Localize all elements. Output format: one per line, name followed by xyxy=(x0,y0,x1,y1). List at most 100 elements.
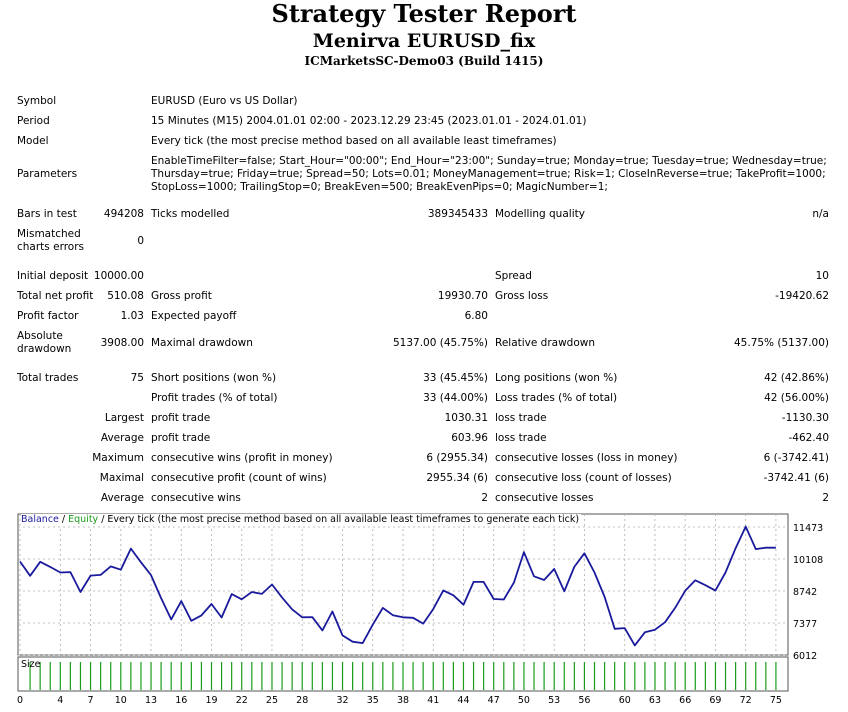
profit-factor-label: Profit factor xyxy=(17,310,79,322)
y-tick-label: 10108 xyxy=(793,555,823,566)
quality-value: n/a xyxy=(812,208,829,220)
largest-profit-value: 1030.31 xyxy=(444,412,488,424)
x-tick-label: 60 xyxy=(619,695,631,706)
profit-factor-value: 1.03 xyxy=(120,310,144,322)
profit-trades-label: Profit trades (% of total) xyxy=(151,392,278,404)
parameters-line-3: StopLoss=1000; TrailingStop=0; BreakEven… xyxy=(151,181,608,193)
max-cons-wins-value: 6 (2955.34) xyxy=(426,452,488,464)
model-label: Model xyxy=(17,135,49,147)
ticks-value: 389345433 xyxy=(427,208,488,220)
profit-trades-value: 33 (44.00%) xyxy=(423,392,488,404)
abs-drawdown-label-2: drawdown xyxy=(17,343,72,355)
total-trades-value: 75 xyxy=(130,372,144,384)
symbol-label: Symbol xyxy=(17,95,57,107)
max-drawdown-value: 5137.00 (45.75%) xyxy=(393,337,488,349)
loss-trades-label: Loss trades (% of total) xyxy=(495,392,618,404)
max-cons-losses-value: 6 (-3742.41) xyxy=(763,452,829,464)
size-frame xyxy=(17,656,789,692)
chart-legend: Balance / Equity / Every tick (the most … xyxy=(21,514,582,526)
report-server: ICMarketsSC-Demo03 (Build 1415) xyxy=(304,54,544,68)
bars-value: 494208 xyxy=(103,208,144,220)
x-tick-label: 13 xyxy=(145,695,157,706)
max-drawdown-label: Maximal drawdown xyxy=(151,337,253,349)
symbol-value: EURUSD (Euro vs US Dollar) xyxy=(151,95,298,107)
total-trades-label: Total trades xyxy=(17,372,79,384)
mismatched-label-1: Mismatched xyxy=(17,228,81,240)
chart-frame xyxy=(17,513,789,656)
bars-label: Bars in test xyxy=(17,208,77,220)
maximal-cons-profit-value: 2955.34 (6) xyxy=(426,472,488,484)
balance-line xyxy=(19,525,776,647)
x-tick-label: 35 xyxy=(367,695,379,706)
average-loss-label: loss trade xyxy=(495,432,547,444)
x-tick-label: 22 xyxy=(236,695,248,706)
x-tick-label: 75 xyxy=(770,695,782,706)
x-tick-label: 47 xyxy=(488,695,500,706)
gross-profit-value: 19930.70 xyxy=(437,290,488,302)
average-loss-value: -462.40 xyxy=(788,432,829,444)
x-tick-label: 16 xyxy=(175,695,187,706)
x-tick-label: 19 xyxy=(205,695,217,706)
expected-payoff-value: 6.80 xyxy=(464,310,488,322)
ticks-label: Ticks modelled xyxy=(151,208,230,220)
parameters-line-2: Thursday=true; Friday=true; Spread=50; L… xyxy=(151,168,826,180)
avg-cons-losses-label: consecutive losses xyxy=(495,492,594,504)
gross-loss-label: Gross loss xyxy=(495,290,549,302)
x-tick-label: 41 xyxy=(427,695,439,706)
spread-label: Spread xyxy=(495,270,532,282)
maximal-cons-profit-label: consecutive profit (count of wins) xyxy=(151,472,327,484)
legend-sep: / xyxy=(58,514,69,525)
average-label: Average xyxy=(100,432,144,444)
size-label: Size xyxy=(21,659,41,670)
short-positions-label: Short positions (won %) xyxy=(151,372,277,384)
y-tick-label: 7377 xyxy=(793,619,817,630)
mismatched-value: 0 xyxy=(137,235,144,247)
initial-deposit-label: Initial deposit xyxy=(17,270,89,282)
x-tick-label: 69 xyxy=(709,695,721,706)
x-tick-label: 66 xyxy=(679,695,691,706)
x-tick-label: 56 xyxy=(578,695,590,706)
parameters-label: Parameters xyxy=(17,168,78,180)
model-value: Every tick (the most precise method base… xyxy=(151,135,557,147)
y-tick-label: 6012 xyxy=(793,651,817,662)
max-cons-losses-label: consecutive losses (loss in money) xyxy=(495,452,678,464)
period-label: Period xyxy=(17,115,50,127)
net-profit-label: Total net profit xyxy=(17,290,94,302)
x-tick-label: 38 xyxy=(397,695,409,706)
x-tick-label: 25 xyxy=(266,695,278,706)
average-profit-value: 603.96 xyxy=(451,432,488,444)
x-tick-label: 32 xyxy=(336,695,348,706)
x-tick-label: 28 xyxy=(296,695,308,706)
avg-cons-losses-value: 2 xyxy=(822,492,829,504)
expected-payoff-label: Expected payoff xyxy=(151,310,237,322)
x-tick-label: 53 xyxy=(548,695,560,706)
gross-loss-value: -19420.62 xyxy=(775,290,829,302)
maximal-label: Maximal xyxy=(99,472,144,484)
mismatched-label-2: charts errors xyxy=(17,241,84,253)
largest-label: Largest xyxy=(104,412,144,424)
parameters-line-1: EnableTimeFilter=false; Start_Hour="00:0… xyxy=(151,155,827,167)
x-tick-label: 7 xyxy=(88,695,94,706)
largest-loss-label: loss trade xyxy=(495,412,547,424)
max-cons-wins-label: consecutive wins (profit in money) xyxy=(151,452,333,464)
y-tick-label: 11473 xyxy=(793,523,823,534)
x-tick-label: 72 xyxy=(740,695,752,706)
largest-profit-label: profit trade xyxy=(151,412,211,424)
legend-rest: / Every tick (the most precise method ba… xyxy=(98,514,580,525)
initial-deposit-value: 10000.00 xyxy=(93,270,144,282)
avg-cons-label: Average xyxy=(100,492,144,504)
abs-drawdown-value: 3908.00 xyxy=(100,337,144,349)
avg-cons-wins-value: 2 xyxy=(481,492,488,504)
legend-equity: Equity xyxy=(68,514,99,525)
period-value: 15 Minutes (M15) 2004.01.01 02:00 - 2023… xyxy=(151,115,587,127)
legend-balance: Balance xyxy=(21,514,59,525)
loss-trades-value: 42 (56.00%) xyxy=(764,392,829,404)
long-positions-label: Long positions (won %) xyxy=(495,372,618,384)
rel-drawdown-label: Relative drawdown xyxy=(495,337,596,349)
avg-cons-wins-label: consecutive wins xyxy=(151,492,241,504)
largest-loss-value: -1130.30 xyxy=(781,412,829,424)
maximum-label: Maximum xyxy=(92,452,144,464)
gross-profit-label: Gross profit xyxy=(151,290,212,302)
report-title: Strategy Tester Report xyxy=(271,0,577,28)
